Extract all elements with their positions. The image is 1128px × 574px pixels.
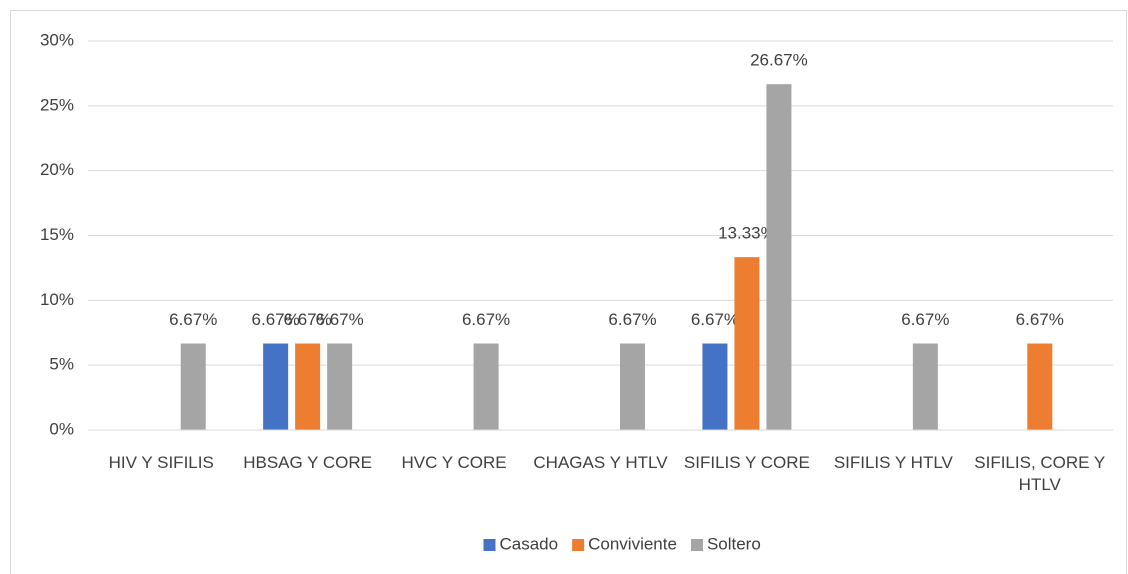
data-label: 6.67%: [252, 310, 300, 329]
y-tick-label: 10%: [40, 290, 74, 309]
bar: [702, 343, 728, 430]
bar: [263, 343, 289, 430]
x-tick-label: SIFILIS Y CORE: [683, 453, 810, 472]
chart-frame: [10, 10, 1127, 574]
bar: [766, 84, 792, 430]
y-tick-label: 20%: [40, 160, 74, 179]
data-label: 6.67%: [169, 310, 217, 329]
legend-label: Soltero: [707, 534, 761, 553]
bar: [473, 343, 499, 430]
data-label: 26.67%: [750, 51, 808, 70]
data-label: 6.67%: [462, 310, 510, 329]
y-tick-label: 5%: [49, 355, 74, 374]
data-label: 13.33%: [718, 224, 776, 243]
bar: [327, 343, 353, 430]
x-tick-label: SIFILIS Y HTLV: [833, 453, 953, 472]
legend-label: Conviviente: [588, 534, 677, 553]
legend-swatch: [690, 539, 703, 551]
legend-swatch: [483, 539, 496, 551]
y-tick-label: 0%: [49, 419, 74, 438]
y-tick-label: 25%: [40, 95, 74, 114]
data-label: 6.67%: [316, 310, 364, 329]
x-tick-label: SIFILIS, CORE Y HTLV: [974, 453, 1106, 494]
bar: [295, 343, 321, 430]
data-label: 6.67%: [608, 310, 656, 329]
legend-swatch: [572, 539, 585, 551]
bar: [734, 257, 760, 430]
bar: [912, 343, 938, 430]
y-tick-label: 15%: [40, 225, 74, 244]
bar: [1027, 343, 1053, 430]
data-label: 6.67%: [1016, 310, 1064, 329]
data-label: 6.67%: [284, 310, 332, 329]
data-label: 6.67%: [901, 310, 949, 329]
x-tick-label: CHAGAS Y HTLV: [533, 453, 668, 472]
data-label: 6.67%: [691, 310, 739, 329]
legend-label: Casado: [500, 534, 559, 553]
bar: [180, 343, 206, 430]
bar: [620, 343, 645, 430]
x-tick-label: HBSAG Y CORE: [243, 453, 373, 472]
y-tick-label: 30%: [40, 30, 74, 49]
x-tick-label: HVC Y CORE: [401, 453, 507, 472]
x-tick-label: HIV Y SIFILIS: [108, 453, 214, 472]
